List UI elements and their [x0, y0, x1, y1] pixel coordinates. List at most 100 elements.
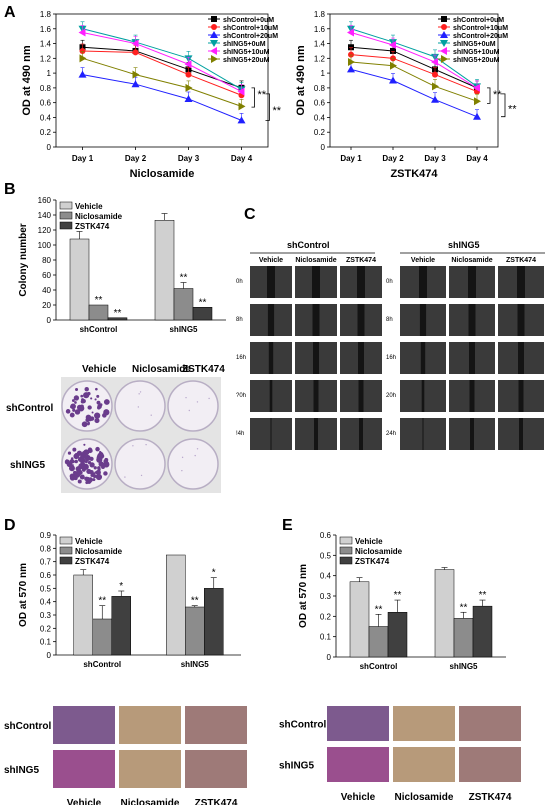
- data-point: [184, 94, 193, 102]
- wound-gap: [313, 380, 319, 412]
- y-tick-label: 0.3: [320, 592, 332, 601]
- y-tick-label: 40: [42, 286, 51, 295]
- wound-gap: [468, 304, 476, 336]
- bar: [73, 574, 93, 656]
- wound-gap: [517, 266, 525, 298]
- legend-marker: [210, 40, 218, 47]
- wound-col-label: Vehicle: [411, 257, 435, 264]
- transwell-image: [119, 750, 181, 788]
- colony-dot: [71, 468, 74, 471]
- colony-dot: [85, 414, 92, 421]
- legend-swatch: [59, 546, 73, 555]
- y-tick-label: 0.9: [40, 531, 52, 540]
- data-point: [390, 61, 397, 70]
- y-tick-label: 80: [42, 256, 51, 265]
- y-tick-label: 0.4: [320, 572, 332, 581]
- data-point: [431, 58, 438, 67]
- data-point: [431, 95, 439, 103]
- bar-chart-od570-e: 0 0.1 0.2 0.3 0.4 0.5 0.6 OD at 570 nm ** ** shCon…: [298, 531, 506, 671]
- wound-time-label: 0h: [386, 279, 393, 285]
- bar: [192, 307, 213, 321]
- legend-label: Niclosamide: [355, 547, 403, 556]
- x-axis-label: Niclosamide: [130, 168, 195, 180]
- transwell-image: [185, 750, 247, 788]
- data-point: [474, 97, 481, 106]
- series-line: [82, 31, 242, 93]
- colony-dot: [124, 476, 126, 478]
- series-line: [350, 61, 478, 102]
- wound-gap: [357, 304, 365, 336]
- series-line: [82, 57, 242, 107]
- colony-dot: [73, 476, 78, 481]
- colony-dot: [99, 450, 102, 454]
- colony-dot: [79, 404, 84, 409]
- transwell-col-label: ZSTK474: [469, 792, 512, 803]
- x-tick-label: shING5: [449, 662, 478, 671]
- colony-dot: [69, 412, 75, 418]
- wound-time-label: 24h: [386, 431, 396, 437]
- colony-dot: [181, 456, 184, 459]
- wound-col-label: ZSTK474: [506, 257, 536, 264]
- significance-mark: *: [212, 568, 216, 579]
- colony-dot: [150, 414, 152, 416]
- transwell-image: [459, 747, 521, 782]
- wound-col-label: Vehicle: [259, 257, 283, 264]
- significance-bracket: [501, 93, 506, 118]
- y-tick-label: 0.6: [40, 571, 52, 580]
- colony-dot: [132, 445, 134, 447]
- wound-gap: [357, 266, 365, 298]
- legend-marker: [211, 24, 217, 30]
- legend-label: shControl+0uM: [223, 17, 274, 24]
- colony-dot: [90, 397, 93, 400]
- transwell-row-label: shControl: [279, 720, 326, 731]
- colony-dot: [81, 421, 88, 428]
- legend-label: shING5+20uM: [453, 57, 500, 64]
- colony-dot: [104, 457, 108, 461]
- legend-marker: [440, 31, 448, 38]
- x-tick-label: Day 1: [340, 154, 362, 163]
- legend-swatch: [339, 556, 353, 565]
- x-tick-label: Day 3: [178, 154, 200, 163]
- bar: [69, 238, 90, 321]
- wound-gap: [420, 342, 426, 374]
- colony-dot: [64, 459, 70, 465]
- legend-label: shControl+20uM: [223, 33, 278, 40]
- colony-dot: [77, 479, 82, 484]
- significance-mark: **: [460, 602, 468, 613]
- colony-dot: [85, 480, 89, 485]
- legend-marker: [210, 47, 217, 55]
- legend-label: Vehicle: [355, 537, 383, 546]
- bar: [368, 626, 389, 658]
- wound-col-label: Niclosamide: [451, 257, 492, 264]
- x-tick-label: shING5: [181, 660, 210, 669]
- y-tick-label: 1.6: [314, 25, 326, 34]
- legend-label: ZSTK474: [355, 557, 390, 566]
- colony-dot: [96, 394, 100, 398]
- y-axis-label: OD at 570 nm: [298, 564, 309, 628]
- bar: [204, 588, 224, 656]
- colony-dot: [103, 409, 110, 416]
- transwell-image: [53, 750, 115, 788]
- significance-mark: **: [180, 273, 188, 284]
- colony-dot: [73, 470, 77, 475]
- y-tick-label: 20: [42, 301, 51, 310]
- transwell-col-label: Niclosamide: [395, 792, 454, 803]
- wound-gap: [421, 380, 425, 412]
- legend-marker: [210, 31, 218, 38]
- legend-marker: [211, 55, 218, 63]
- significance-mark: **: [199, 297, 207, 308]
- transwell-row-label: shControl: [4, 721, 51, 732]
- bar: [88, 304, 109, 321]
- colony-dot: [181, 469, 183, 472]
- panel-label-d: D: [4, 517, 16, 534]
- data-point: [347, 65, 355, 73]
- colony-dot: [74, 409, 81, 415]
- series-line: [82, 28, 242, 90]
- data-point: [237, 116, 246, 124]
- y-tick-label: 0.8: [40, 544, 52, 553]
- y-tick-label: 0.8: [40, 84, 52, 93]
- colony-dot: [72, 408, 76, 412]
- wound-gap: [470, 418, 474, 450]
- x-tick-label: Day 1: [72, 154, 94, 163]
- x-tick-label: Day 2: [382, 154, 404, 163]
